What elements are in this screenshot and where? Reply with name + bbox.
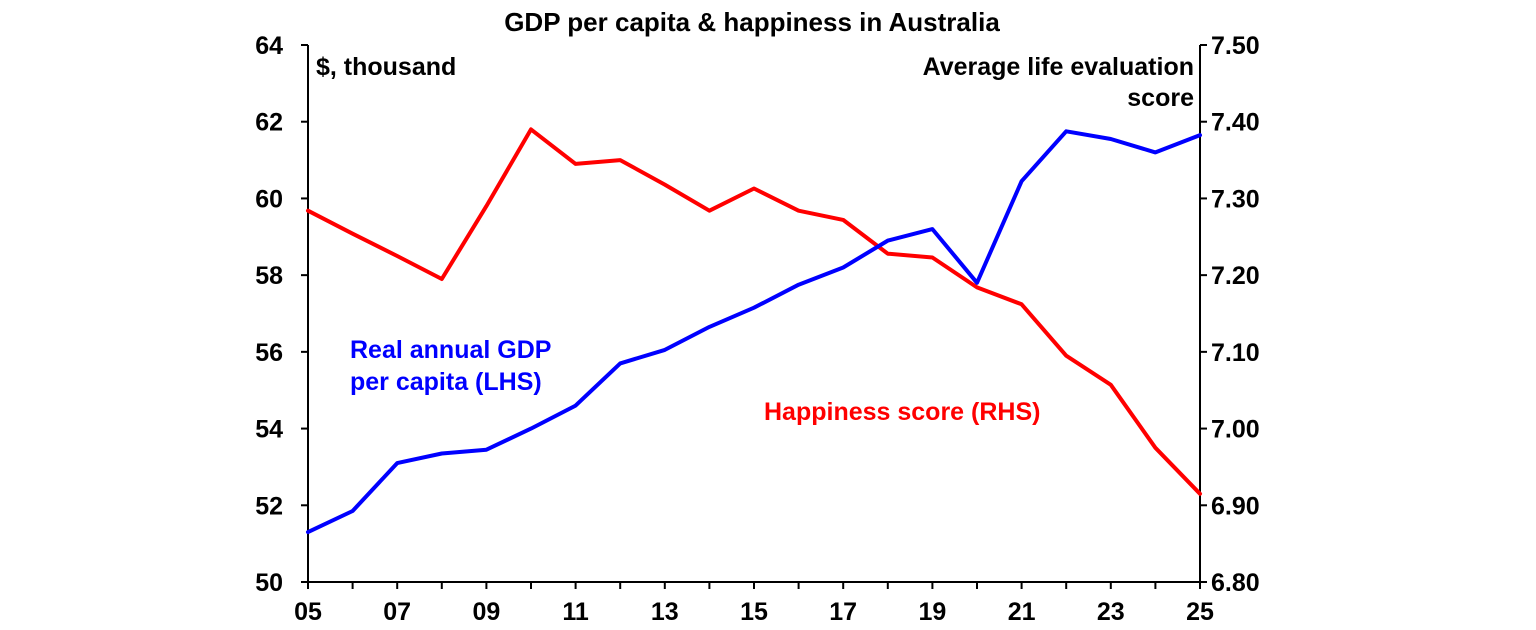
- left-tick-label: 62: [255, 109, 283, 137]
- x-tick-label: 23: [1097, 598, 1125, 626]
- right-tick-label: 6.90: [1211, 492, 1260, 520]
- right-tick-label: 7.30: [1211, 185, 1260, 213]
- left-tick-label: 56: [255, 339, 283, 367]
- left-tick-label: 58: [255, 262, 283, 290]
- left-axis-ticks: 50 52 54 56 58 60 62 64: [255, 32, 308, 597]
- right-axis-unit-label-line-1: Average life evaluation: [923, 53, 1194, 81]
- series-line-gdp: [306, 129, 1202, 535]
- x-tick-label: 07: [383, 598, 411, 626]
- x-tick-label: 25: [1186, 598, 1214, 626]
- series-line-happiness: [306, 127, 1202, 496]
- left-tick-label: 60: [255, 185, 283, 213]
- x-tick-label: 19: [918, 598, 946, 626]
- right-tick-label: 7.40: [1211, 109, 1260, 137]
- right-tick-label: 7.50: [1211, 32, 1260, 60]
- x-tick-label: 11: [562, 598, 589, 626]
- right-axis-unit-label-line-2: score: [1127, 84, 1194, 112]
- x-tick-label: 21: [1008, 598, 1036, 626]
- x-axis-ticks: 05 07 09 11 13 15 17 19 21 23 25: [294, 582, 1214, 626]
- right-axis-ticks: 6.80 6.90 7.00 7.10 7.20 7.30 7.40 7.50: [1200, 32, 1260, 597]
- x-tick-label: 15: [740, 598, 768, 626]
- right-tick-label: 7.20: [1211, 262, 1260, 290]
- left-tick-label: 54: [255, 416, 283, 444]
- right-tick-label: 6.80: [1211, 569, 1260, 597]
- right-tick-label: 7.10: [1211, 339, 1260, 367]
- x-tick-label: 17: [829, 598, 857, 626]
- plot-frame: [307, 45, 1201, 583]
- left-tick-label: 52: [255, 492, 283, 520]
- left-tick-label: 50: [255, 569, 283, 597]
- x-tick-label: 13: [651, 598, 679, 626]
- left-tick-label: 64: [255, 32, 283, 60]
- series-label-gdp-line-2: per capita (LHS): [350, 368, 542, 396]
- x-tick-label: 05: [294, 598, 322, 626]
- series-label-happiness: Happiness score (RHS): [764, 398, 1040, 426]
- series-lines: [306, 127, 1202, 535]
- x-tick-label: 09: [472, 598, 500, 626]
- series-label-gdp-line-1: Real annual GDP: [350, 336, 551, 364]
- chart-title: GDP per capita & happiness in Australia: [504, 7, 1000, 37]
- right-tick-label: 7.00: [1211, 416, 1260, 444]
- left-axis-unit-label: $, thousand: [316, 53, 456, 81]
